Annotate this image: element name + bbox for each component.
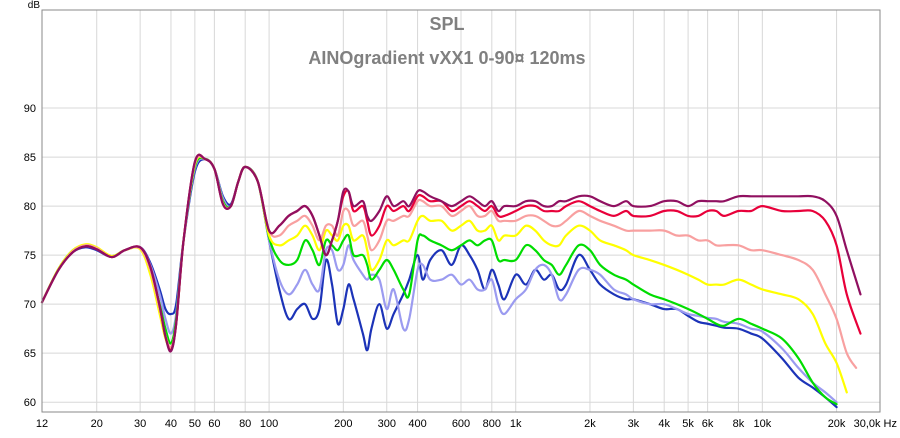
x-tick-label: 600: [452, 418, 470, 430]
x-tick-label: 40: [165, 418, 177, 430]
x-tick-label: 12: [36, 418, 48, 430]
x-tick-label: 30,0k Hz: [854, 418, 897, 430]
series-lines: [40, 153, 862, 409]
plot-frame: [41, 9, 881, 413]
chart-title: SPL: [429, 14, 464, 34]
x-tick-label: 60: [208, 418, 220, 430]
series-line: [40, 153, 862, 353]
y-tick-label: 75: [24, 250, 36, 262]
x-tick-label: 20k: [828, 418, 846, 430]
x-tick-label: 6k: [702, 418, 714, 430]
y-axis-label: dB: [28, 0, 41, 11]
y-tick-label: 60: [24, 397, 36, 409]
chart-subtitle: AINOgradient vXX1 0-90¤ 120ms: [308, 48, 585, 68]
y-tick-label: 90: [24, 103, 36, 115]
x-tick-label: 30: [134, 418, 146, 430]
x-tick-label: 20: [91, 418, 103, 430]
x-tick-label: 5k: [682, 418, 694, 430]
x-tick-label: 4k: [658, 418, 670, 430]
x-tick-label: 100: [260, 418, 278, 430]
y-tick-label: 65: [24, 348, 36, 360]
x-tick-label: 1k: [510, 418, 522, 430]
x-tick-label: 3k: [628, 418, 640, 430]
x-tick-labels: 12 20 30 40 50 60 80 100 200 300 400 600 800 1k 2k 3k 4k…: [36, 418, 897, 430]
y-tick-label: 80: [24, 201, 36, 213]
grid-lines: [41, 10, 881, 412]
x-tick-label: 50: [189, 418, 201, 430]
x-tick-label: 300: [378, 418, 396, 430]
x-tick-label: 80: [239, 418, 251, 430]
x-tick-label: 400: [408, 418, 426, 430]
x-tick-label: 8k: [733, 418, 745, 430]
x-tick-label: 200: [334, 418, 352, 430]
x-tick-label: 2k: [584, 418, 596, 430]
x-tick-label: 10k: [753, 418, 771, 430]
y-tick-label: 70: [24, 299, 36, 311]
y-tick-labels: 60 65 70 75 80 85 90: [24, 103, 36, 409]
y-tick-label: 85: [24, 152, 36, 164]
x-tick-label: 800: [483, 418, 501, 430]
